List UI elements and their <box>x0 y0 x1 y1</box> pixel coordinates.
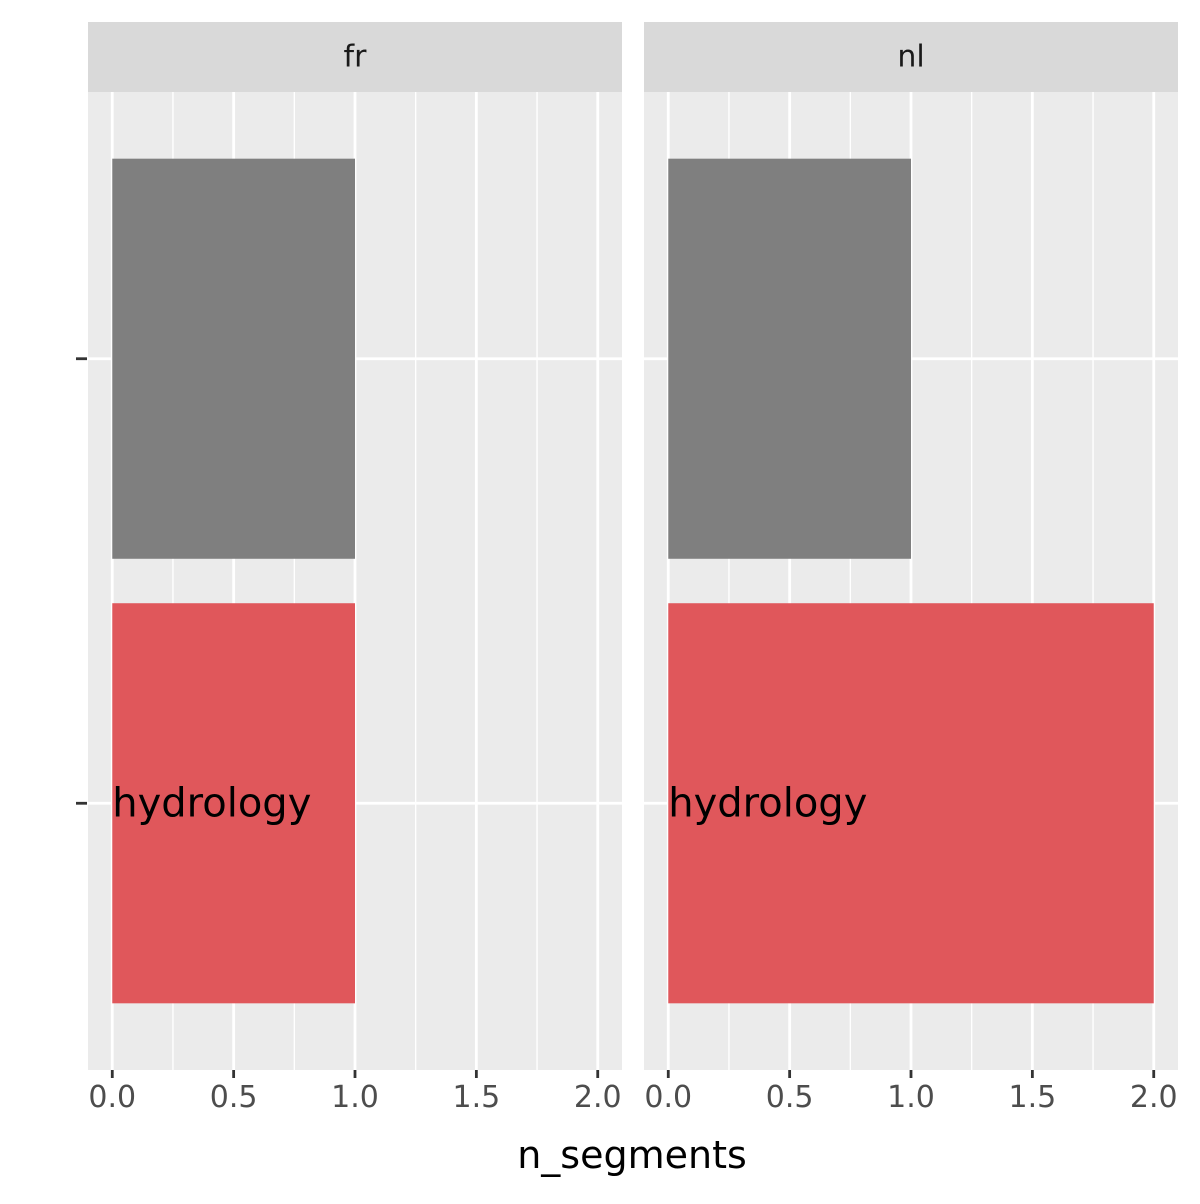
facet-strip-label: fr <box>344 40 368 75</box>
facet-strip-fr <box>88 22 622 92</box>
bar <box>112 603 355 1004</box>
x-tick-label: 2.0 <box>1130 1080 1178 1115</box>
x-tick-label: 1.5 <box>453 1080 501 1115</box>
x-axis-title: n_segments <box>517 1133 747 1177</box>
x-tick-label: 1.0 <box>331 1080 379 1115</box>
x-tick-label: 0.0 <box>88 1080 136 1115</box>
x-tick-label: 1.0 <box>887 1080 935 1115</box>
x-tick-label: 2.0 <box>574 1080 622 1115</box>
x-tick-label: 1.5 <box>1009 1080 1057 1115</box>
facet-strip-label: nl <box>897 40 924 75</box>
x-tick-label: 0.0 <box>644 1080 692 1115</box>
bar-label: hydrology <box>668 780 867 826</box>
x-tick-label: 0.5 <box>766 1080 814 1115</box>
bar <box>112 158 355 559</box>
bar-label: hydrology <box>112 780 311 826</box>
x-tick-label: 0.5 <box>210 1080 258 1115</box>
bar <box>668 158 911 559</box>
facet-strip-nl <box>644 22 1178 92</box>
bar <box>668 603 1154 1004</box>
